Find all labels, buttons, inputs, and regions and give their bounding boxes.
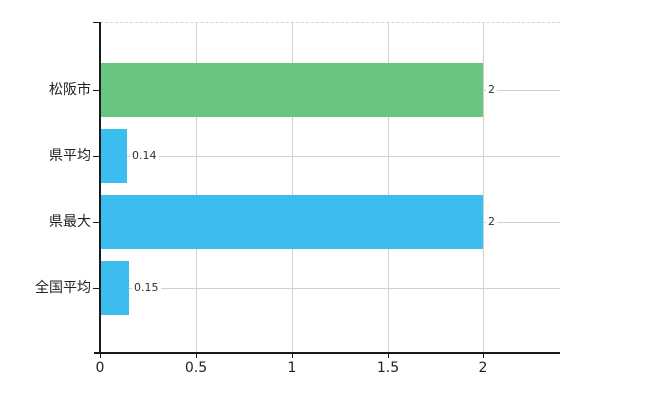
x-axis-tick — [196, 354, 197, 358]
y-category-label: 松阪市 — [49, 82, 91, 98]
x-tick-label: 2 — [478, 360, 488, 376]
y-axis-top-cap — [93, 22, 100, 23]
y-category-label: 県平均 — [49, 148, 91, 164]
x-tick-label: 0 — [95, 360, 105, 376]
x-gridline — [388, 22, 389, 352]
bar-3 — [100, 261, 129, 315]
y-category-label: 県最大 — [49, 214, 91, 230]
bar-value-label: 0.14 — [130, 148, 159, 164]
bar-value-label: 2 — [486, 214, 497, 230]
x-axis-tick — [483, 354, 484, 358]
x-axis-tick — [292, 354, 293, 358]
y-category-label: 全国平均 — [35, 280, 91, 296]
y-axis-tick — [93, 90, 100, 91]
plot-top-border — [100, 22, 560, 23]
x-axis — [94, 352, 560, 354]
y-axis-tick — [93, 222, 100, 223]
y-axis-tick — [93, 156, 100, 157]
row-guide-line — [100, 156, 560, 157]
bar-1 — [100, 129, 127, 183]
bar-2 — [100, 195, 483, 249]
x-gridline — [292, 22, 293, 352]
y-axis-tick — [93, 288, 100, 289]
bar-value-label: 0.15 — [132, 280, 161, 296]
bar-value-label: 2 — [486, 82, 497, 98]
x-axis-tick — [388, 354, 389, 358]
x-axis-tick — [100, 354, 101, 358]
x-tick-label: 1 — [287, 360, 297, 376]
x-tick-label: 0.5 — [184, 360, 208, 376]
y-axis — [99, 22, 101, 352]
bar-0 — [100, 63, 483, 117]
x-gridline — [483, 22, 484, 352]
row-guide-line — [100, 288, 560, 289]
x-tick-label: 1.5 — [376, 360, 400, 376]
x-gridline — [196, 22, 197, 352]
